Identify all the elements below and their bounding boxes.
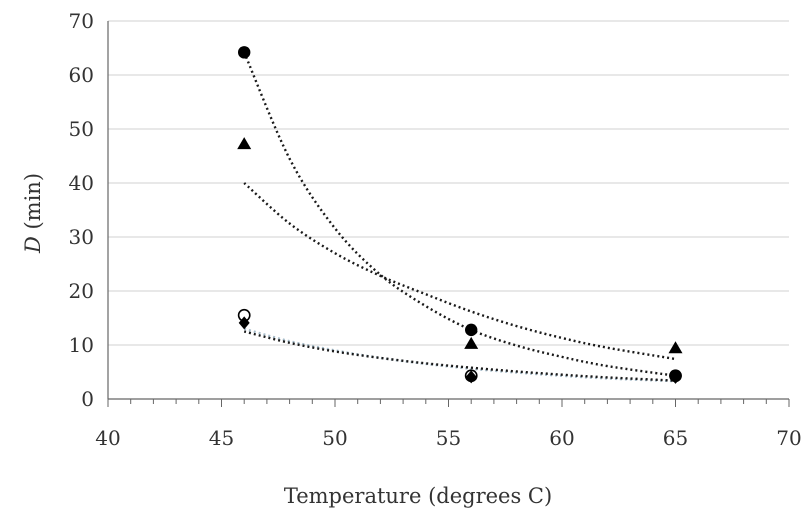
x-tick-label-60: 60 (549, 426, 574, 450)
y-tick-label-20: 20 (69, 279, 94, 303)
y-tick-label-10: 10 (69, 333, 94, 357)
y-axis-title-unit: (min) (21, 173, 45, 236)
x-axis-title: Temperature (degrees C) (284, 484, 552, 508)
label-layer: 0 10 20 30 40 50 60 70 40 45 50 55 60 65 70 (69, 9, 802, 450)
x-tick-label-50: 50 (322, 426, 347, 450)
grid-layer (108, 20, 789, 346)
axis-layer (107, 21, 790, 407)
trendline-layer (243, 51, 676, 383)
trendline-4 (243, 330, 676, 382)
y-tick-label-60: 60 (69, 63, 94, 87)
x-tick-label-70: 70 (776, 426, 801, 450)
data-point-filled-triangle-1 (237, 137, 252, 150)
y-axis-title: D (min) (21, 173, 45, 254)
trendline-1 (243, 51, 676, 377)
y-tick-label-50: 50 (69, 117, 94, 141)
y-tick-label-40: 40 (69, 171, 94, 195)
y-tick-label-70: 70 (69, 9, 94, 33)
point-layer (237, 46, 683, 384)
data-point-filled-diamond-2 (465, 370, 477, 384)
data-point-filled-circle-1 (238, 46, 251, 59)
x-tick-label-55: 55 (436, 426, 461, 450)
y-tick-label-30: 30 (69, 225, 94, 249)
y-tick-label-0: 0 (81, 387, 94, 411)
data-point-filled-triangle-2 (464, 336, 479, 349)
data-point-filled-circle-3 (669, 369, 682, 382)
y-axis-title-symbol: D (21, 236, 45, 254)
trendline-2 (243, 182, 676, 361)
x-tick-label-45: 45 (209, 426, 234, 450)
data-point-filled-diamond-1 (238, 316, 250, 330)
x-tick-label-65: 65 (663, 426, 688, 450)
data-point-filled-triangle-3 (668, 341, 683, 354)
data-point-filled-circle-2 (465, 323, 478, 337)
trendline-3 (243, 327, 676, 383)
x-tick-label-40: 40 (95, 426, 120, 450)
